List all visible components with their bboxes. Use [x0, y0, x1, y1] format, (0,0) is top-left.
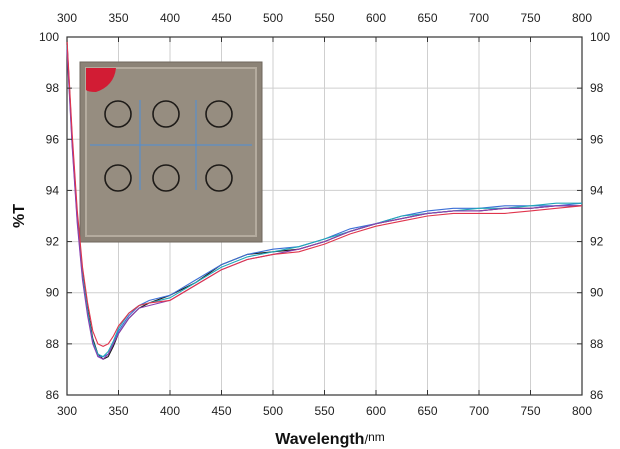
x-tick-label-bottom: 700	[469, 404, 489, 418]
sample-well	[104, 100, 132, 128]
x-tick-label-top: 450	[211, 11, 231, 25]
sample-well	[205, 164, 233, 192]
y-tick-label-left: 96	[46, 132, 60, 146]
x-tick-label-bottom: 800	[572, 404, 592, 418]
y-tick-label-right: 88	[590, 337, 604, 351]
series-layer	[66, 39, 583, 360]
axis-ticks: 300 300 350 350 400 400 450 450 500 500 550 550 600 6…	[39, 11, 610, 418]
x-tick-label-bottom: 400	[160, 404, 180, 418]
x-tick-label-bottom: 500	[263, 404, 283, 418]
series-line-5	[66, 39, 583, 347]
y-tick-label-left: 100	[39, 30, 59, 44]
sample-well	[104, 164, 132, 192]
x-tick-label-bottom: 350	[108, 404, 128, 418]
x-tick-label-top: 650	[417, 11, 437, 25]
y-tick-label-right: 94	[590, 183, 604, 197]
x-tick-label-top: 300	[57, 11, 77, 25]
y-tick-label-right: 86	[590, 388, 604, 402]
x-tick-label-top: 550	[314, 11, 334, 25]
sample-well	[152, 100, 180, 128]
x-tick-label-top: 800	[572, 11, 592, 25]
y-tick-label-right: 100	[590, 30, 610, 44]
x-tick-label-bottom: 650	[417, 404, 437, 418]
y-tick-label-left: 94	[46, 183, 60, 197]
x-tick-label-top: 750	[520, 11, 540, 25]
x-tick-label-bottom: 600	[366, 404, 386, 418]
y-tick-label-left: 98	[46, 81, 60, 95]
y-tick-label-right: 90	[590, 286, 604, 300]
y-tick-label-left: 86	[46, 388, 60, 402]
y-tick-label-right: 92	[590, 235, 604, 249]
sample-well	[205, 100, 233, 128]
x-axis-unit: nm	[368, 430, 385, 444]
inset-sample-photo	[79, 61, 263, 243]
x-tick-label-bottom: 450	[211, 404, 231, 418]
y-tick-label-right: 96	[590, 132, 604, 146]
red-corner-mark	[86, 68, 116, 92]
x-tick-label-bottom: 300	[57, 404, 77, 418]
x-tick-label-bottom: 750	[520, 404, 540, 418]
sample-plate	[85, 67, 257, 237]
y-tick-label-left: 92	[46, 235, 60, 249]
y-tick-label-left: 90	[46, 286, 60, 300]
x-axis-title-unit-separator: /	[364, 432, 368, 447]
x-tick-label-top: 350	[108, 11, 128, 25]
x-axis-title: Wavelength/nm	[275, 430, 385, 448]
sample-well	[152, 164, 180, 192]
y-axis-title: %T	[11, 204, 28, 228]
x-tick-label-bottom: 550	[314, 404, 334, 418]
x-axis-title-text: Wavelength	[275, 431, 364, 448]
x-tick-label-top: 600	[366, 11, 386, 25]
x-tick-label-top: 400	[160, 11, 180, 25]
y-tick-label-right: 98	[590, 81, 604, 95]
x-tick-label-top: 700	[469, 11, 489, 25]
y-tick-label-left: 88	[46, 337, 60, 351]
x-tick-label-top: 500	[263, 11, 283, 25]
